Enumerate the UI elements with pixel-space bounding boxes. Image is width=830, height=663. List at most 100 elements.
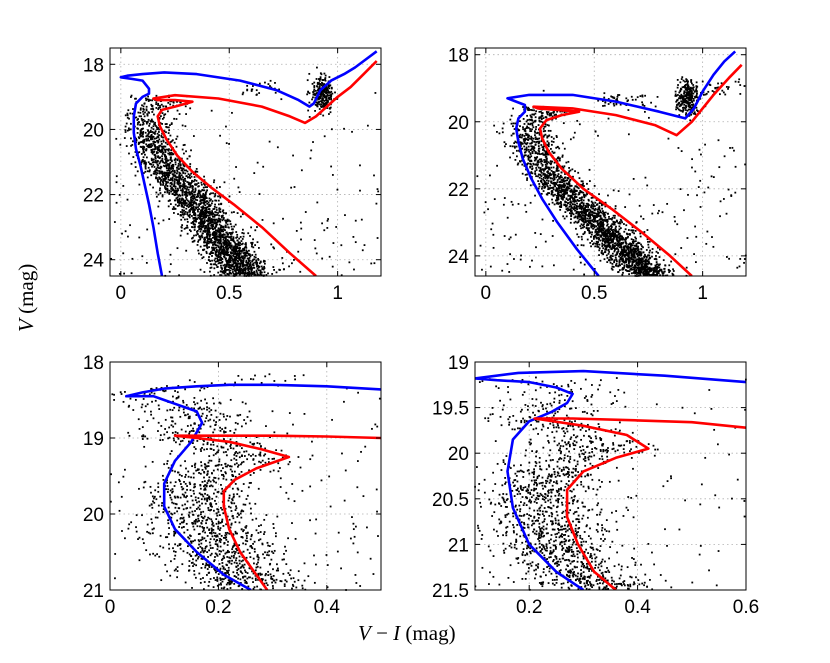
star-point bbox=[316, 81, 319, 84]
star-point bbox=[570, 205, 573, 207]
star-point bbox=[672, 268, 674, 271]
star-point bbox=[323, 72, 326, 75]
star-point bbox=[175, 189, 178, 192]
star-point bbox=[213, 234, 216, 237]
star-point bbox=[174, 207, 177, 210]
star-point bbox=[189, 165, 191, 168]
star-point bbox=[219, 236, 222, 238]
star-point bbox=[558, 159, 561, 162]
star-point bbox=[221, 270, 224, 273]
star-point bbox=[580, 212, 583, 215]
star-point bbox=[161, 155, 163, 158]
star-point bbox=[550, 192, 553, 195]
star-point bbox=[610, 240, 613, 243]
star-point bbox=[639, 251, 641, 254]
star-point bbox=[168, 199, 171, 202]
star-point bbox=[629, 248, 632, 251]
star-point bbox=[587, 220, 590, 223]
star-point bbox=[199, 212, 201, 215]
star-point bbox=[588, 230, 591, 233]
star-point bbox=[263, 262, 266, 265]
star-point bbox=[219, 196, 222, 199]
star-point bbox=[229, 266, 232, 269]
star-point bbox=[154, 147, 157, 150]
star-point bbox=[164, 113, 167, 116]
star-point bbox=[514, 141, 517, 143]
star-point bbox=[541, 183, 544, 185]
star-point bbox=[176, 100, 179, 103]
star-point bbox=[587, 188, 590, 190]
star-point bbox=[225, 240, 228, 243]
star-point bbox=[258, 82, 261, 85]
star-point bbox=[506, 216, 509, 219]
star-point bbox=[630, 265, 632, 267]
star-point bbox=[196, 218, 198, 220]
star-point bbox=[201, 189, 204, 192]
star-point bbox=[167, 205, 170, 208]
star-point bbox=[320, 95, 322, 98]
star-point bbox=[642, 251, 645, 254]
star-point bbox=[148, 135, 151, 138]
star-point bbox=[179, 234, 182, 237]
star-point bbox=[644, 267, 647, 270]
star-point bbox=[581, 184, 584, 187]
star-point bbox=[605, 248, 608, 251]
star-point bbox=[122, 185, 125, 187]
star-point bbox=[162, 105, 165, 108]
star-point bbox=[173, 182, 176, 185]
star-point bbox=[574, 207, 577, 210]
star-point bbox=[291, 262, 293, 265]
star-point bbox=[205, 244, 207, 247]
star-point bbox=[170, 178, 172, 181]
star-point bbox=[314, 104, 317, 106]
star-point bbox=[180, 178, 183, 181]
star-point bbox=[600, 204, 603, 207]
star-point bbox=[228, 255, 231, 258]
star-point bbox=[181, 197, 184, 200]
star-point bbox=[254, 244, 257, 246]
star-point bbox=[151, 120, 154, 123]
star-point bbox=[743, 261, 745, 264]
star-point bbox=[236, 263, 239, 266]
star-point bbox=[560, 184, 563, 187]
star-point bbox=[218, 236, 221, 239]
star-point bbox=[568, 187, 571, 190]
star-point bbox=[151, 111, 154, 113]
star-point bbox=[184, 185, 187, 188]
star-point bbox=[633, 240, 636, 243]
star-point bbox=[147, 132, 150, 134]
star-point bbox=[577, 171, 580, 174]
star-point bbox=[526, 173, 528, 176]
star-point bbox=[610, 254, 612, 257]
star-point bbox=[214, 192, 217, 195]
star-point bbox=[744, 163, 747, 166]
star-point bbox=[213, 236, 216, 238]
star-point bbox=[231, 231, 234, 234]
star-point bbox=[566, 182, 569, 185]
star-point bbox=[177, 213, 179, 215]
star-point bbox=[160, 172, 163, 174]
star-point bbox=[578, 193, 581, 195]
star-point bbox=[525, 149, 528, 152]
star-point bbox=[643, 256, 646, 259]
star-point bbox=[259, 273, 262, 276]
star-point bbox=[666, 274, 669, 277]
star-point bbox=[598, 193, 600, 196]
star-point bbox=[190, 191, 192, 194]
star-point bbox=[538, 152, 540, 155]
star-point bbox=[231, 265, 234, 267]
star-point bbox=[165, 157, 168, 160]
star-point bbox=[618, 246, 621, 249]
star-point bbox=[175, 138, 178, 140]
star-point bbox=[178, 198, 181, 201]
star-point bbox=[217, 227, 220, 230]
star-point bbox=[615, 238, 618, 240]
star-point bbox=[592, 216, 595, 219]
star-point bbox=[714, 86, 717, 89]
star-point bbox=[563, 190, 566, 193]
star-point bbox=[278, 268, 281, 271]
star-point bbox=[645, 273, 648, 275]
star-point bbox=[600, 217, 603, 220]
star-point bbox=[218, 229, 221, 232]
star-point bbox=[228, 254, 230, 256]
